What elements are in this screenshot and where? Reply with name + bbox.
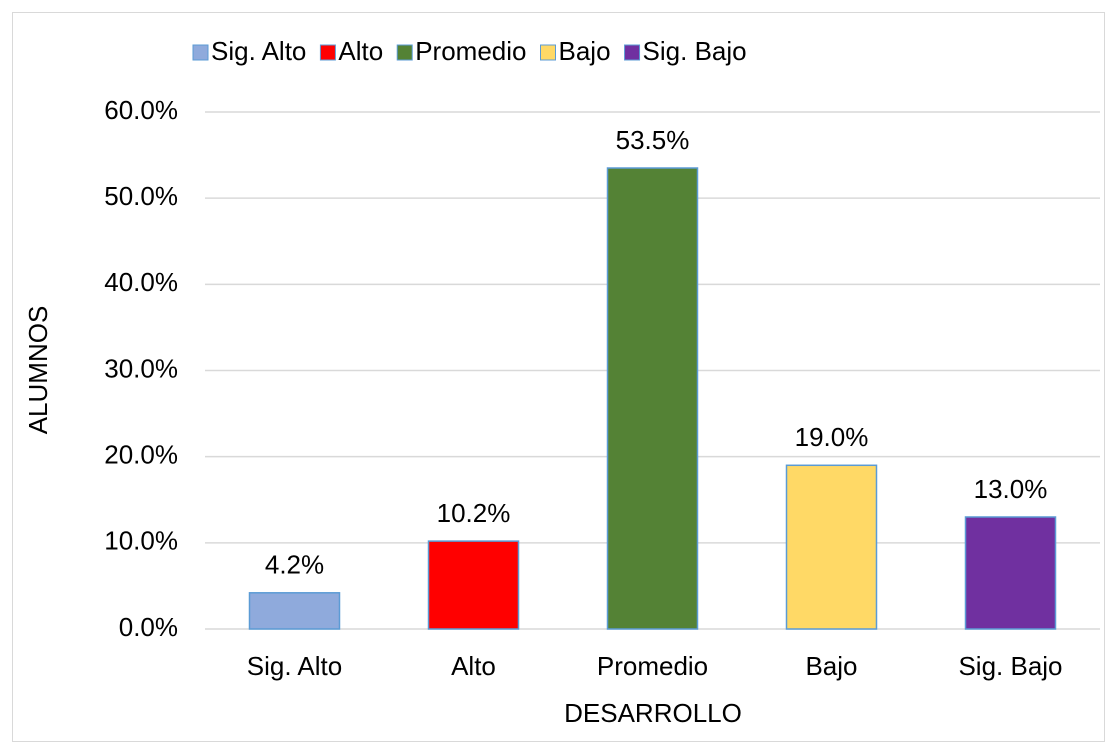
y-tick-label: 60.0% [104,95,178,125]
x-tick-label: Sig. Alto [247,651,342,681]
x-tick-label: Sig. Bajo [958,651,1062,681]
legend-label: Alto [338,36,383,66]
y-tick-label: 0.0% [119,612,178,642]
bar [248,592,341,630]
y-tick-label: 50.0% [104,181,178,211]
y-tick-label: 30.0% [104,353,178,383]
legend-swatch [192,44,209,61]
x-tick-label: Alto [451,651,496,681]
legend-label: Sig. Bajo [643,36,747,66]
legend-label: Promedio [415,36,526,66]
data-label: 13.0% [974,474,1048,504]
y-tick-label: 40.0% [104,267,178,297]
legend-swatch [624,44,641,61]
data-label: 10.2% [437,498,511,528]
legend-swatch [396,44,413,61]
x-tick-label: Promedio [597,651,708,681]
bar [964,516,1057,630]
bar [427,540,520,630]
legend-swatch [540,44,556,61]
y-tick-label: 10.0% [104,526,178,556]
legend-label: Bajo [559,36,611,66]
y-axis-title: ALUMNOS [23,306,53,435]
bar [606,167,699,630]
legend-label: Sig. Alto [211,36,306,66]
y-tick-label: 20.0% [104,440,178,470]
data-label: 53.5% [616,125,690,155]
chart-frame [12,12,1105,742]
bar [785,464,878,630]
legend-swatch [319,44,336,61]
data-label: 4.2% [265,550,324,580]
x-tick-label: Bajo [805,651,857,681]
x-axis-title: DESARROLLO [564,698,742,728]
data-label: 19.0% [795,422,869,452]
